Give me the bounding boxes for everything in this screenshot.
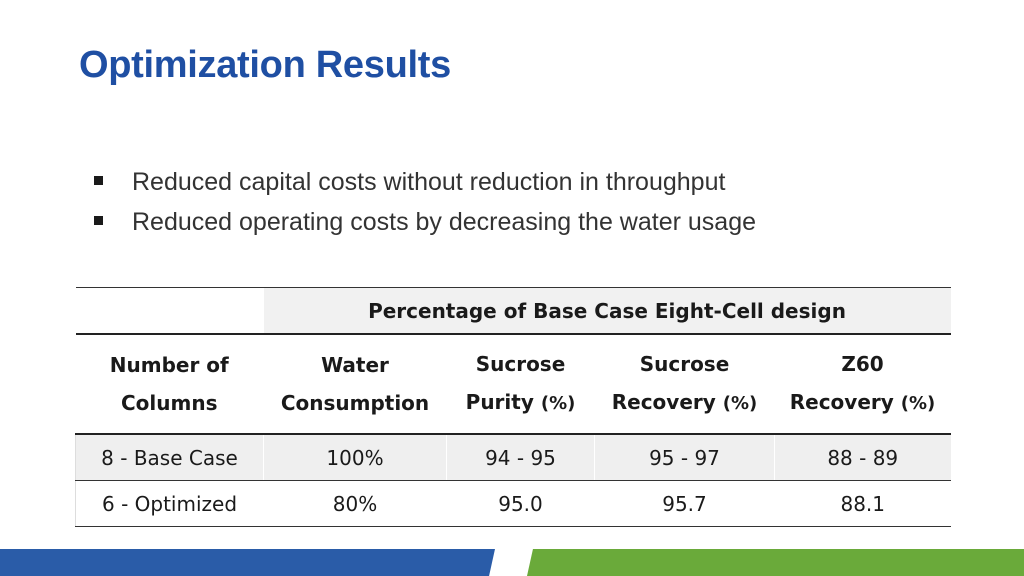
header-line: Sucrose: [639, 352, 730, 376]
table-cell: 8 - Base Case: [75, 434, 264, 481]
table-cell: 95 - 97: [594, 434, 775, 481]
results-table: Percentage of Base Case Eight-Cell desig…: [75, 287, 951, 527]
column-header-z60-recovery: Z60 Recovery (%): [774, 334, 951, 435]
table-cell: 95.7: [594, 480, 775, 527]
square-bullet-icon: [94, 216, 103, 225]
table-header-row: Number of Columns Water Consumption Sucr…: [75, 334, 951, 435]
column-header-purity: Sucrose Purity (%): [446, 334, 595, 435]
table-cell: 95.0: [446, 480, 595, 527]
header-unit: (%): [540, 393, 576, 414]
header-line: Z60: [841, 352, 884, 376]
bullet-text: Reduced capital costs without reduction …: [132, 168, 726, 196]
table-cell: 80%: [263, 480, 447, 527]
table-corner-cell: [75, 287, 264, 335]
table-row: 8 - Base Case 100% 94 - 95 95 - 97 88 - …: [75, 434, 951, 481]
column-header-columns: Number of Columns: [75, 334, 264, 435]
table-cell: 94 - 95: [446, 434, 595, 481]
header-text: Purity: [465, 390, 534, 414]
span-header: Percentage of Base Case Eight-Cell desig…: [263, 287, 951, 335]
header-line: Number of: [109, 353, 229, 377]
header-line: Recovery (%): [595, 383, 774, 423]
table-row: 6 - Optimized 80% 95.0 95.7 88.1: [75, 480, 951, 527]
table-span-header-row: Percentage of Base Case Eight-Cell desig…: [75, 287, 951, 335]
header-line: Water: [321, 353, 389, 377]
bullet-text: Reduced operating costs by decreasing th…: [132, 208, 756, 236]
table-cell: 88 - 89: [774, 434, 951, 481]
footer-blue-bar: [0, 549, 495, 576]
header-text: Recovery: [611, 390, 716, 414]
table-cell: 6 - Optimized: [75, 480, 264, 527]
header-line: Sucrose: [475, 352, 566, 376]
column-header-sucrose-recovery: Sucrose Recovery (%): [594, 334, 775, 435]
header-line: Consumption: [280, 391, 430, 415]
footer-green-bar: [527, 549, 1024, 576]
column-header-water: Water Consumption: [263, 334, 447, 435]
header-line: Recovery (%): [775, 383, 950, 423]
header-line: Columns: [121, 391, 218, 415]
header-line: Purity (%): [447, 383, 594, 423]
table-cell: 88.1: [774, 480, 951, 527]
square-bullet-icon: [94, 176, 103, 185]
header-text: Recovery: [789, 390, 894, 414]
slide-title: Optimization Results: [79, 44, 451, 86]
header-unit: (%): [722, 393, 758, 414]
table-cell: 100%: [263, 434, 447, 481]
header-unit: (%): [900, 393, 936, 414]
